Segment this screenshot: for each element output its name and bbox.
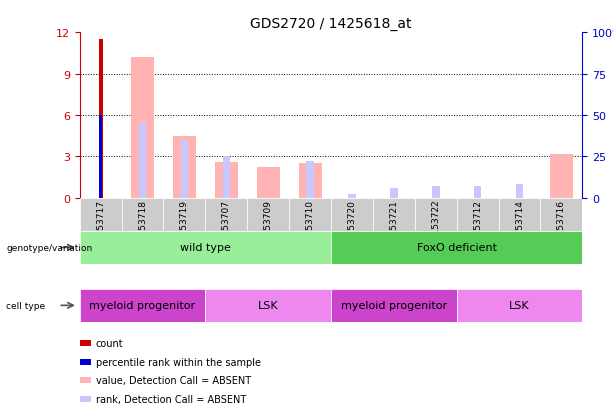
- Bar: [432, 187, 440, 198]
- Text: genotype/variation: genotype/variation: [6, 243, 93, 252]
- Bar: [80, 289, 205, 322]
- Text: GSM153719: GSM153719: [180, 199, 189, 254]
- Bar: [80, 377, 91, 383]
- Bar: [80, 396, 91, 402]
- Text: GSM153716: GSM153716: [557, 199, 566, 254]
- Bar: [121, 198, 164, 231]
- Text: GSM153721: GSM153721: [389, 199, 398, 254]
- Bar: [550, 154, 573, 198]
- Bar: [415, 198, 457, 231]
- Bar: [289, 198, 331, 231]
- Text: FoxO deficient: FoxO deficient: [417, 243, 497, 253]
- Text: LSK: LSK: [258, 301, 278, 311]
- Bar: [99, 40, 103, 198]
- Bar: [181, 140, 188, 198]
- Bar: [390, 188, 398, 198]
- Bar: [516, 185, 524, 198]
- Bar: [80, 359, 91, 365]
- Bar: [205, 198, 247, 231]
- Text: LSK: LSK: [509, 301, 530, 311]
- Bar: [223, 157, 230, 198]
- Text: myeloid progenitor: myeloid progenitor: [341, 301, 447, 311]
- Bar: [131, 58, 154, 198]
- Bar: [331, 289, 457, 322]
- Text: GSM153712: GSM153712: [473, 199, 482, 254]
- Bar: [306, 162, 314, 198]
- Text: value, Detection Call = ABSENT: value, Detection Call = ABSENT: [96, 375, 251, 385]
- Bar: [299, 164, 322, 198]
- Bar: [457, 198, 498, 231]
- Bar: [373, 198, 415, 231]
- Text: GSM153718: GSM153718: [138, 199, 147, 254]
- Text: GSM153710: GSM153710: [305, 199, 314, 254]
- Text: rank, Detection Call = ABSENT: rank, Detection Call = ABSENT: [96, 394, 246, 404]
- Bar: [215, 162, 238, 198]
- Text: wild type: wild type: [180, 243, 230, 253]
- Bar: [331, 231, 582, 264]
- Bar: [541, 198, 582, 231]
- Bar: [139, 122, 147, 198]
- Bar: [205, 289, 331, 322]
- Bar: [331, 198, 373, 231]
- Bar: [80, 231, 331, 264]
- Title: GDS2720 / 1425618_at: GDS2720 / 1425618_at: [250, 17, 412, 31]
- Text: GSM153717: GSM153717: [96, 199, 105, 254]
- Text: GSM153707: GSM153707: [222, 199, 231, 254]
- Text: myeloid progenitor: myeloid progenitor: [89, 301, 196, 311]
- Text: percentile rank within the sample: percentile rank within the sample: [96, 357, 261, 367]
- Bar: [348, 195, 356, 198]
- Bar: [474, 187, 481, 198]
- Text: cell type: cell type: [6, 301, 45, 310]
- Bar: [164, 198, 205, 231]
- Bar: [498, 198, 541, 231]
- Bar: [80, 198, 121, 231]
- Bar: [257, 168, 280, 198]
- Text: GSM153714: GSM153714: [515, 199, 524, 254]
- Text: GSM153709: GSM153709: [264, 199, 273, 254]
- Text: GSM153720: GSM153720: [348, 199, 357, 254]
- Bar: [247, 198, 289, 231]
- Bar: [457, 289, 582, 322]
- Bar: [173, 136, 196, 198]
- Text: count: count: [96, 338, 123, 348]
- Text: GSM153722: GSM153722: [431, 199, 440, 254]
- Bar: [99, 116, 102, 198]
- Bar: [80, 340, 91, 346]
